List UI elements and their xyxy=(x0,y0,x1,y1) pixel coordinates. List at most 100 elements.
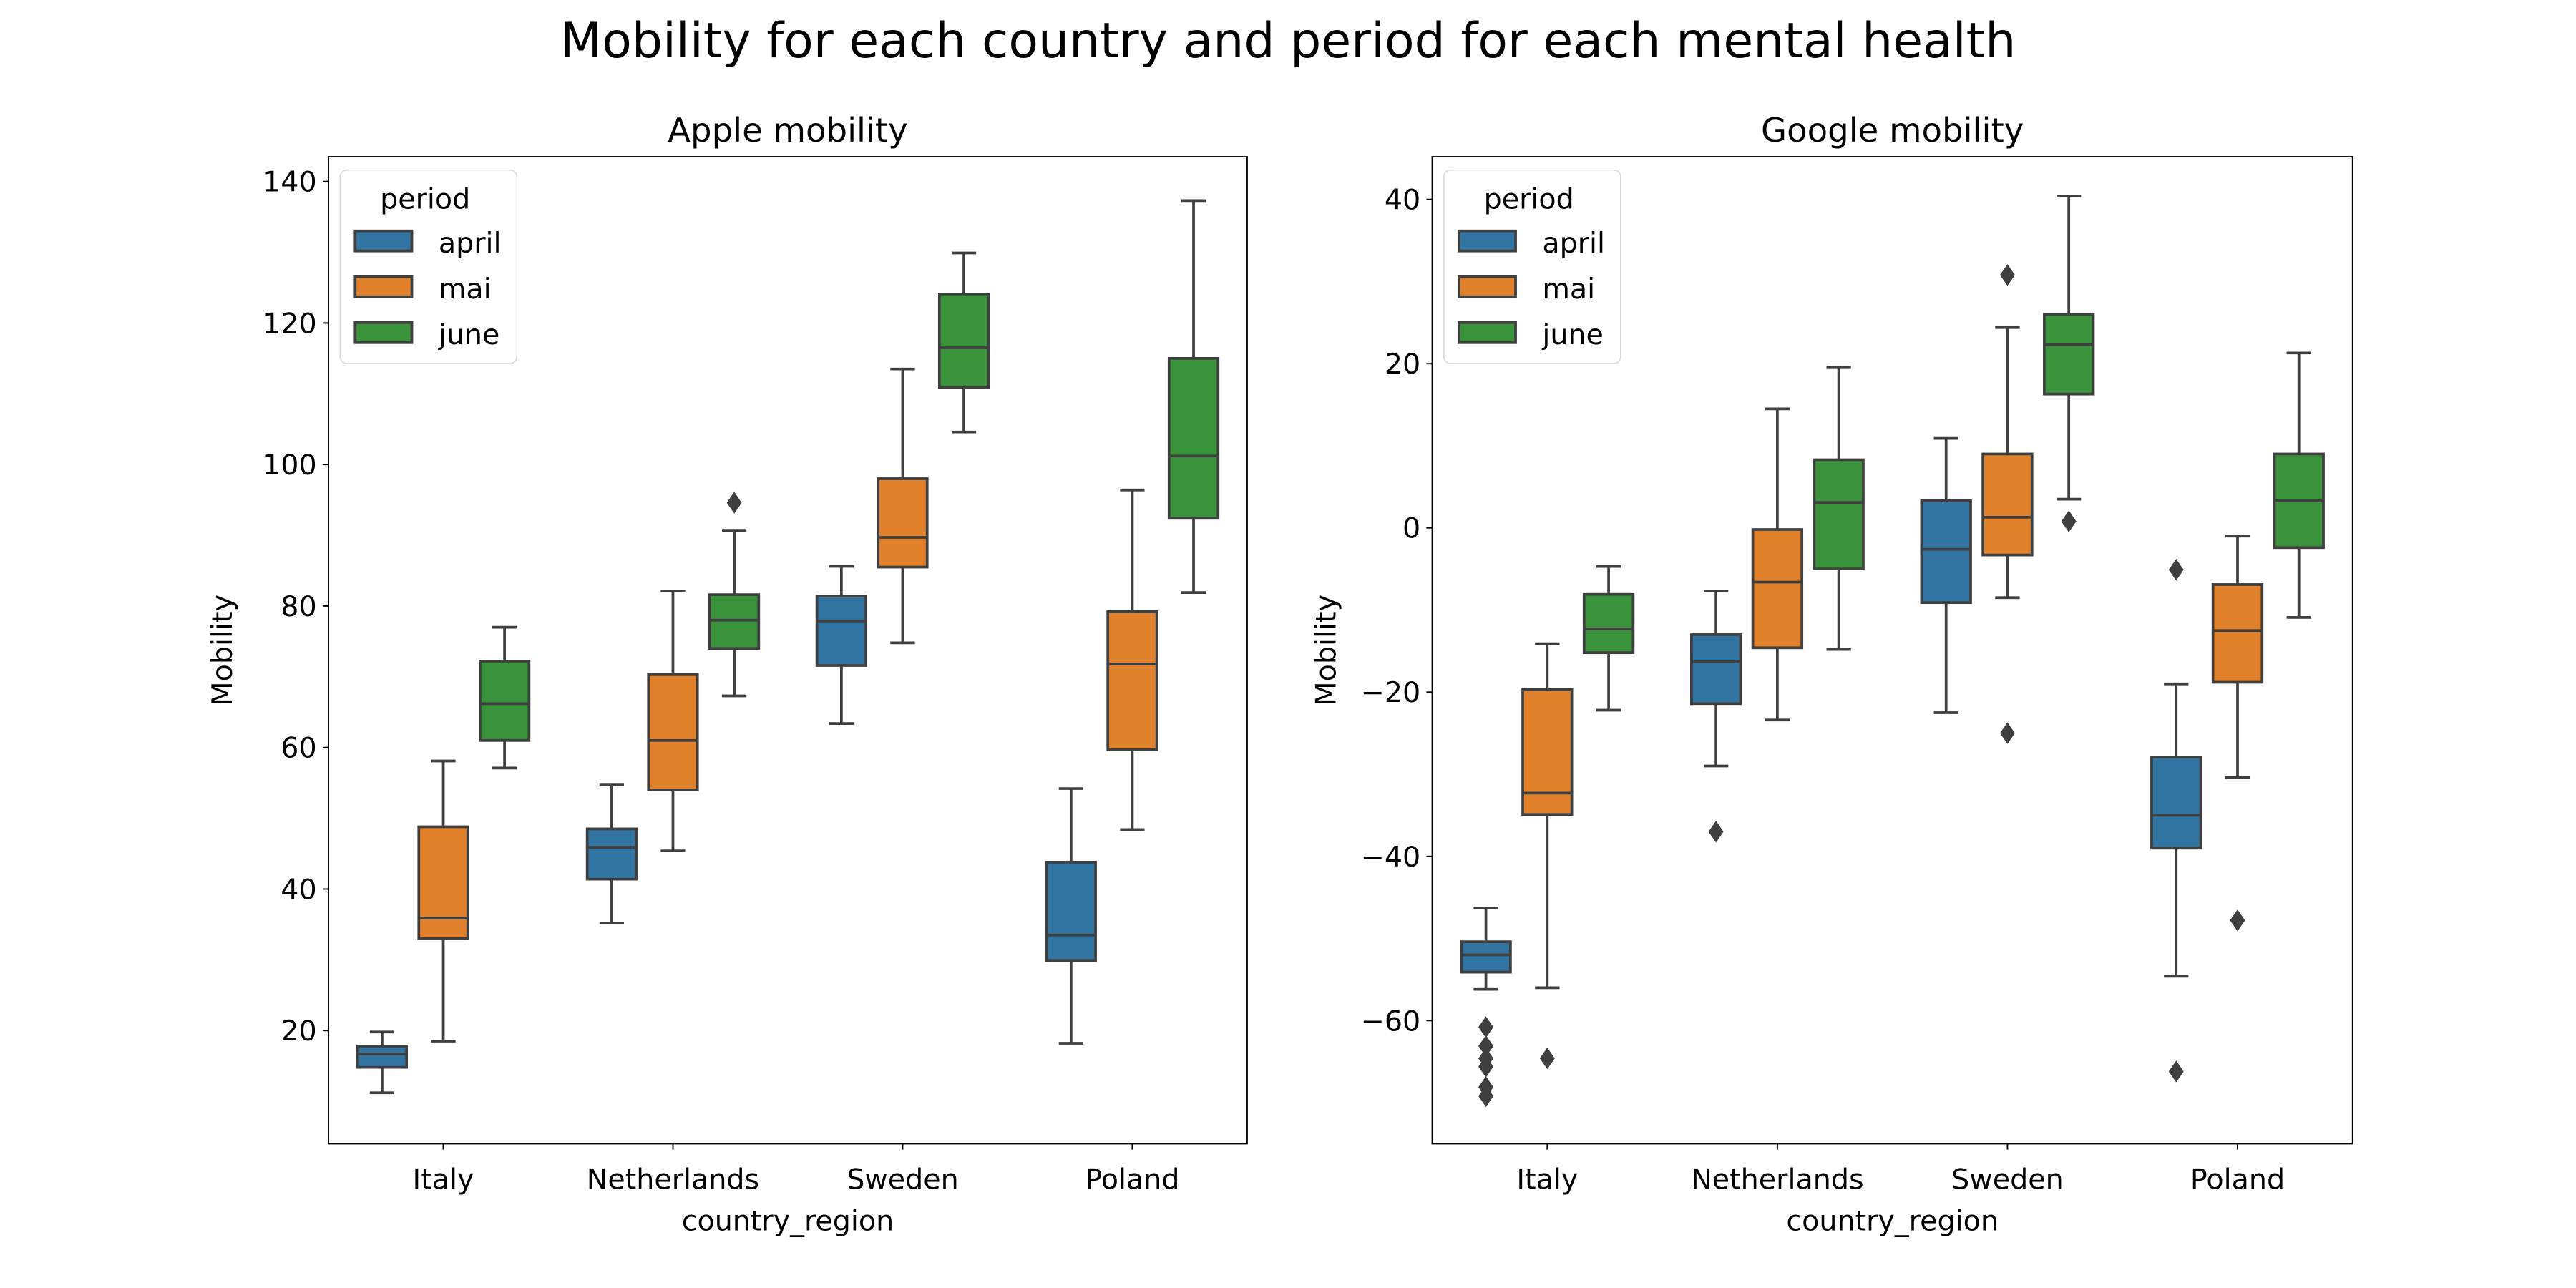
box-june-italy xyxy=(479,625,531,770)
x-axis-label: country_region xyxy=(1786,1205,1999,1238)
legend-frame xyxy=(1443,169,1621,364)
x-tick-label: Netherlands xyxy=(1691,1163,1863,1196)
box-mai-sweden xyxy=(1981,264,2034,744)
y-tick-label: 120 xyxy=(263,307,317,340)
legend-swatch-june xyxy=(353,321,414,344)
box-mai-italy xyxy=(1521,642,1574,1070)
flier-point xyxy=(1708,821,1724,843)
box-april-netherlands xyxy=(1689,590,1742,843)
legend-swatch-april xyxy=(1457,229,1517,253)
box-body xyxy=(1521,688,1574,816)
x-tick-label: Poland xyxy=(1085,1163,1179,1196)
box-body xyxy=(877,477,929,569)
box-body xyxy=(2211,583,2264,684)
box-body xyxy=(1981,452,2034,557)
box-body xyxy=(1920,499,1972,605)
x-tick-label: Sweden xyxy=(847,1163,959,1196)
y-tick-label: 100 xyxy=(263,449,317,482)
y-tick-label: 20 xyxy=(280,1015,316,1048)
y-tick-label: −60 xyxy=(1361,1005,1421,1038)
y-axis-label: Mobility xyxy=(1309,595,1342,706)
legend-label-mai: mai xyxy=(1542,273,1595,306)
x-tick-label: Poland xyxy=(2190,1163,2285,1196)
y-tick-label: −40 xyxy=(1361,841,1421,874)
box-april-netherlands xyxy=(585,783,638,924)
box-mai-netherlands xyxy=(1751,407,1804,722)
box-body xyxy=(1813,458,1865,570)
box-body xyxy=(2043,313,2095,396)
box-june-poland xyxy=(1167,199,1220,595)
box-mai-netherlands xyxy=(647,590,699,852)
figure-title: Mobility for each country and period for… xyxy=(560,13,2016,69)
box-june-italy xyxy=(1582,565,1635,712)
box-body xyxy=(417,825,469,940)
box-april-poland xyxy=(1045,787,1097,1045)
flier-point xyxy=(2168,559,2184,581)
chart-panel-1: Apple mobility 20 40 60 80 100 120 140 Italy Neth… xyxy=(206,111,1248,1238)
y-tick-label: 40 xyxy=(280,873,316,906)
legend-frame xyxy=(339,169,518,364)
flier-point xyxy=(2168,1060,2184,1083)
box-body xyxy=(937,292,990,389)
box-mai-poland xyxy=(2211,535,2264,932)
flier-point xyxy=(2061,510,2077,532)
chart-title: Google mobility xyxy=(1761,111,2024,150)
box-body xyxy=(1689,633,1742,706)
x-tick-label: Netherlands xyxy=(587,1163,759,1196)
x-tick-label: Italy xyxy=(413,1163,474,1196)
legend-title: period xyxy=(1484,182,1574,215)
box-april-sweden xyxy=(815,565,867,725)
legend-swatch-mai xyxy=(1457,275,1517,298)
flier-point xyxy=(1478,1055,1494,1078)
y-tick-label: 80 xyxy=(280,590,316,623)
box-june-sweden xyxy=(2043,195,2095,532)
box-body xyxy=(356,1045,409,1069)
x-tick-label: Sweden xyxy=(1951,1163,2064,1196)
box-june-sweden xyxy=(937,251,990,434)
plot-frame xyxy=(1431,156,2353,1145)
box-body xyxy=(2150,756,2202,850)
box-mai-italy xyxy=(417,759,469,1043)
box-body xyxy=(585,827,638,881)
legend-label-mai: mai xyxy=(439,273,492,306)
flier-point xyxy=(1478,1016,1494,1038)
legend: period april mai june xyxy=(339,169,518,364)
box-body xyxy=(647,673,699,791)
chart-panel-2: Google mobility −60 −40 −20 0 20 40 Italy Nether… xyxy=(1309,111,2353,1238)
box-body xyxy=(815,595,867,667)
y-tick-label: 20 xyxy=(1385,348,1420,381)
legend-swatch-june xyxy=(1457,321,1517,344)
legend-swatch-mai xyxy=(353,275,414,298)
legend: period april mai june xyxy=(1443,169,1621,364)
flier-point xyxy=(1539,1047,1555,1070)
y-tick-label: 40 xyxy=(1385,184,1420,217)
legend-title: period xyxy=(380,182,470,215)
flier-point xyxy=(1999,264,2015,286)
box-june-poland xyxy=(2273,351,2325,619)
y-tick-label: 140 xyxy=(263,166,317,199)
box-body xyxy=(1582,592,1635,655)
box-body xyxy=(1167,356,1220,520)
flier-point xyxy=(1999,722,2015,744)
legend-label-april: april xyxy=(1542,227,1605,260)
legend-swatch-april xyxy=(353,229,414,253)
box-mai-poland xyxy=(1106,488,1158,831)
box-april-sweden xyxy=(1920,436,1972,714)
box-june-netherlands xyxy=(708,492,761,698)
flier-point xyxy=(2230,909,2245,932)
y-tick-label: 0 xyxy=(1402,512,1420,545)
legend-label-june: june xyxy=(438,318,500,351)
box-body xyxy=(1460,940,1512,974)
box-april-poland xyxy=(2150,559,2202,1083)
flier-point xyxy=(1478,1035,1494,1058)
plot-frame xyxy=(328,156,1248,1145)
box-june-netherlands xyxy=(1813,365,1865,651)
legend-label-april: april xyxy=(439,227,502,260)
box-april-italy xyxy=(1460,907,1512,1108)
flier-point xyxy=(726,492,742,514)
box-body xyxy=(708,593,761,650)
box-body xyxy=(1106,610,1158,751)
flier-point xyxy=(1478,1085,1494,1108)
box-body xyxy=(479,660,531,742)
